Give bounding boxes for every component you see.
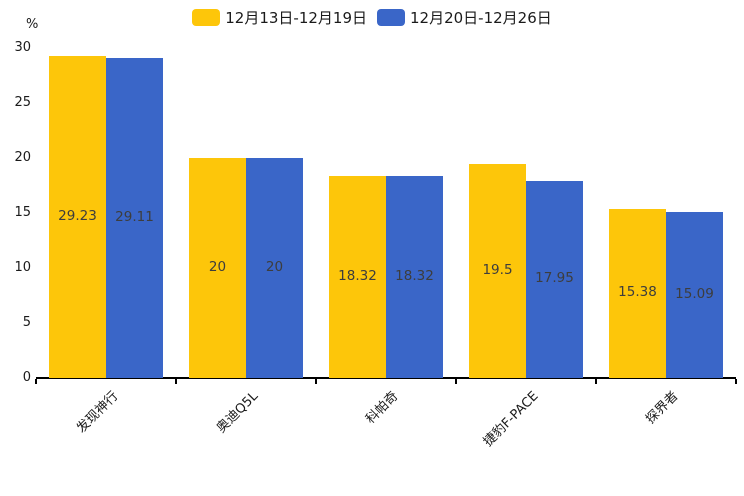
x-axis-tick	[175, 379, 177, 384]
legend-swatch-blue	[377, 9, 405, 26]
chart-legend: 12月13日-12月19日 12月20日-12月26日	[0, 7, 744, 28]
bar-week2	[106, 57, 163, 378]
bar-week1	[329, 176, 386, 378]
bar-value-label: 15.09	[675, 286, 714, 302]
bar-value-label: 29.23	[58, 208, 97, 225]
legend-item-week1: 12月13日-12月19日	[192, 7, 367, 28]
bar-value-label: 18.32	[395, 268, 434, 285]
y-tick-label: 5	[22, 315, 31, 330]
legend-item-week2: 12月20日-12月26日	[377, 7, 552, 28]
x-axis-line	[36, 377, 736, 379]
bar-week2	[526, 180, 583, 378]
legend-label-week2: 12月20日-12月26日	[410, 9, 552, 27]
bar-value-label: 29.11	[115, 208, 154, 225]
y-axis-unit-label: %	[26, 17, 39, 32]
y-tick-label: 15	[14, 205, 31, 220]
bar-value-label: 18.32	[338, 268, 377, 285]
legend-label-week1: 12月13日-12月19日	[225, 9, 367, 27]
x-category-label: 科帕奇	[363, 388, 402, 428]
bar-week2	[246, 158, 303, 378]
bar-value-label: 19.5	[482, 261, 513, 278]
bar-value-label: 17.95	[535, 270, 574, 287]
y-tick-label: 30	[14, 40, 31, 55]
bar-week1	[49, 56, 106, 378]
bar-week1	[469, 163, 526, 378]
legend-swatch-yellow	[192, 9, 221, 26]
x-category-label: 奥迪Q5L	[214, 388, 262, 437]
bar-value-label: 20	[208, 259, 227, 275]
bar-week2	[386, 176, 443, 378]
bar-week1	[609, 208, 666, 378]
x-category-label: 探界者	[643, 388, 682, 428]
x-category-label: 捷豹F-PACE	[480, 388, 542, 450]
y-tick-label: 10	[14, 260, 31, 275]
bar-week2	[666, 212, 723, 378]
bar-week1	[189, 158, 246, 378]
x-axis-tick	[315, 379, 317, 384]
bar-value-label: 15.38	[618, 284, 657, 301]
x-category-label: 发现神行	[74, 388, 122, 437]
y-tick-label: 25	[14, 95, 31, 110]
bar-value-label: 20	[265, 259, 284, 275]
x-axis-tick	[35, 379, 37, 384]
x-axis-tick	[455, 379, 457, 384]
x-axis-tick	[595, 379, 597, 384]
x-axis-tick	[735, 379, 737, 384]
y-tick-label: 20	[14, 150, 31, 165]
y-tick-label: 0	[22, 370, 31, 385]
